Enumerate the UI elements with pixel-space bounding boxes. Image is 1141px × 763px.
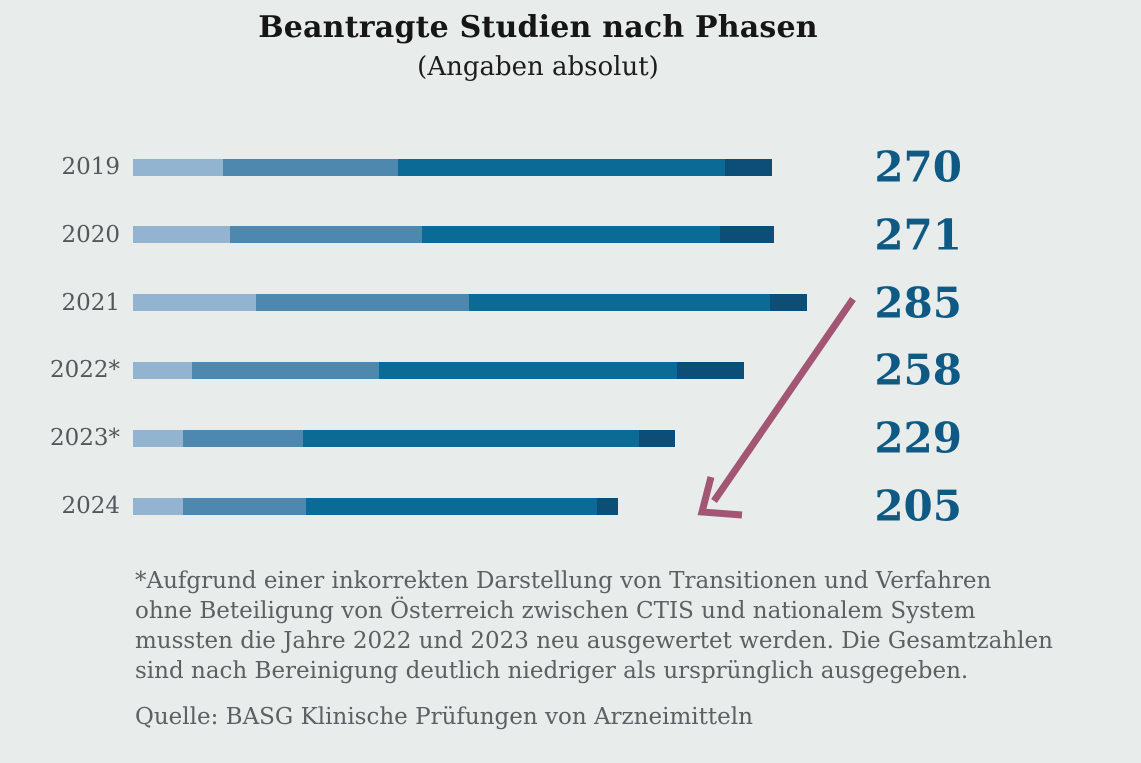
year-label: 2022* — [49, 357, 120, 384]
bar-segment-2 — [192, 361, 380, 379]
bar-segment-4 — [769, 294, 808, 312]
bar-segment-3 — [398, 158, 725, 176]
total-value: 271 — [874, 210, 962, 260]
bar-segment-3 — [303, 429, 640, 447]
chart-row: 2020 271 — [0, 210, 1141, 259]
stacked-bar — [133, 497, 619, 515]
footnote-line: mussten die Jahre 2022 und 2023 neu ausg… — [135, 628, 1053, 654]
year-label: 2019 — [61, 154, 120, 180]
footnote-line: sind nach Bereinigung deutlich niedriger… — [135, 658, 969, 684]
bar-segment-2 — [256, 294, 470, 312]
chart-header: Beantragte Studien nach Phasen (Angaben … — [0, 10, 1076, 82]
bar-segment-4 — [724, 158, 772, 176]
bar-segment-1 — [133, 361, 193, 379]
chart-row: 2022* 258 — [0, 346, 1141, 395]
bar-segment-1 — [133, 158, 223, 176]
bar-segment-1 — [133, 497, 183, 515]
chart-row: 2023* 229 — [0, 414, 1141, 463]
bar-segment-4 — [719, 226, 775, 244]
bar-segment-4 — [596, 497, 619, 515]
bar-segment-4 — [677, 361, 744, 379]
source-line: Quelle: BASG Klinische Prüfungen von Arz… — [135, 704, 753, 730]
footnote-line: *Aufgrund einer inkorrekten Darstellung … — [135, 568, 992, 594]
chart-title: Beantragte Studien nach Phasen — [258, 10, 818, 45]
bar-segment-1 — [133, 294, 257, 312]
bar-segment-1 — [133, 226, 231, 244]
stacked-bar — [133, 361, 744, 379]
footnote-line: ohne Beteiligung von Österreich zwischen… — [135, 598, 976, 624]
bar-segment-1 — [133, 429, 183, 447]
bar-segment-3 — [379, 361, 678, 379]
year-label: 2024 — [61, 493, 120, 519]
stacked-bar — [133, 294, 808, 312]
total-value: 285 — [874, 278, 962, 328]
bar-segment-3 — [469, 294, 770, 312]
total-value: 258 — [874, 345, 962, 395]
chart-subtitle: (Angaben absolut) — [417, 52, 659, 82]
year-label: 2023* — [49, 425, 120, 452]
year-label: 2021 — [61, 289, 120, 316]
total-value: 270 — [874, 142, 962, 192]
bar-segment-2 — [222, 158, 399, 176]
bar-segment-3 — [305, 497, 597, 515]
stacked-bar — [133, 226, 775, 244]
chart-row: 2024 205 — [0, 482, 1141, 531]
footnote: *Aufgrund einer inkorrekten Darstellung … — [135, 566, 1053, 686]
year-label: 2020 — [61, 221, 120, 248]
bar-segment-3 — [421, 226, 720, 244]
stacked-bar — [133, 158, 772, 176]
total-value: 229 — [874, 413, 962, 463]
bar-segment-2 — [182, 429, 304, 447]
bar-segment-2 — [230, 226, 422, 244]
total-value: 205 — [874, 481, 962, 531]
bar-segment-4 — [639, 429, 675, 447]
bar-segment-2 — [182, 497, 306, 515]
stacked-bar — [133, 429, 675, 447]
chart-row: 2019 270 — [0, 143, 1141, 192]
chart-row: 2021 285 — [0, 278, 1141, 327]
